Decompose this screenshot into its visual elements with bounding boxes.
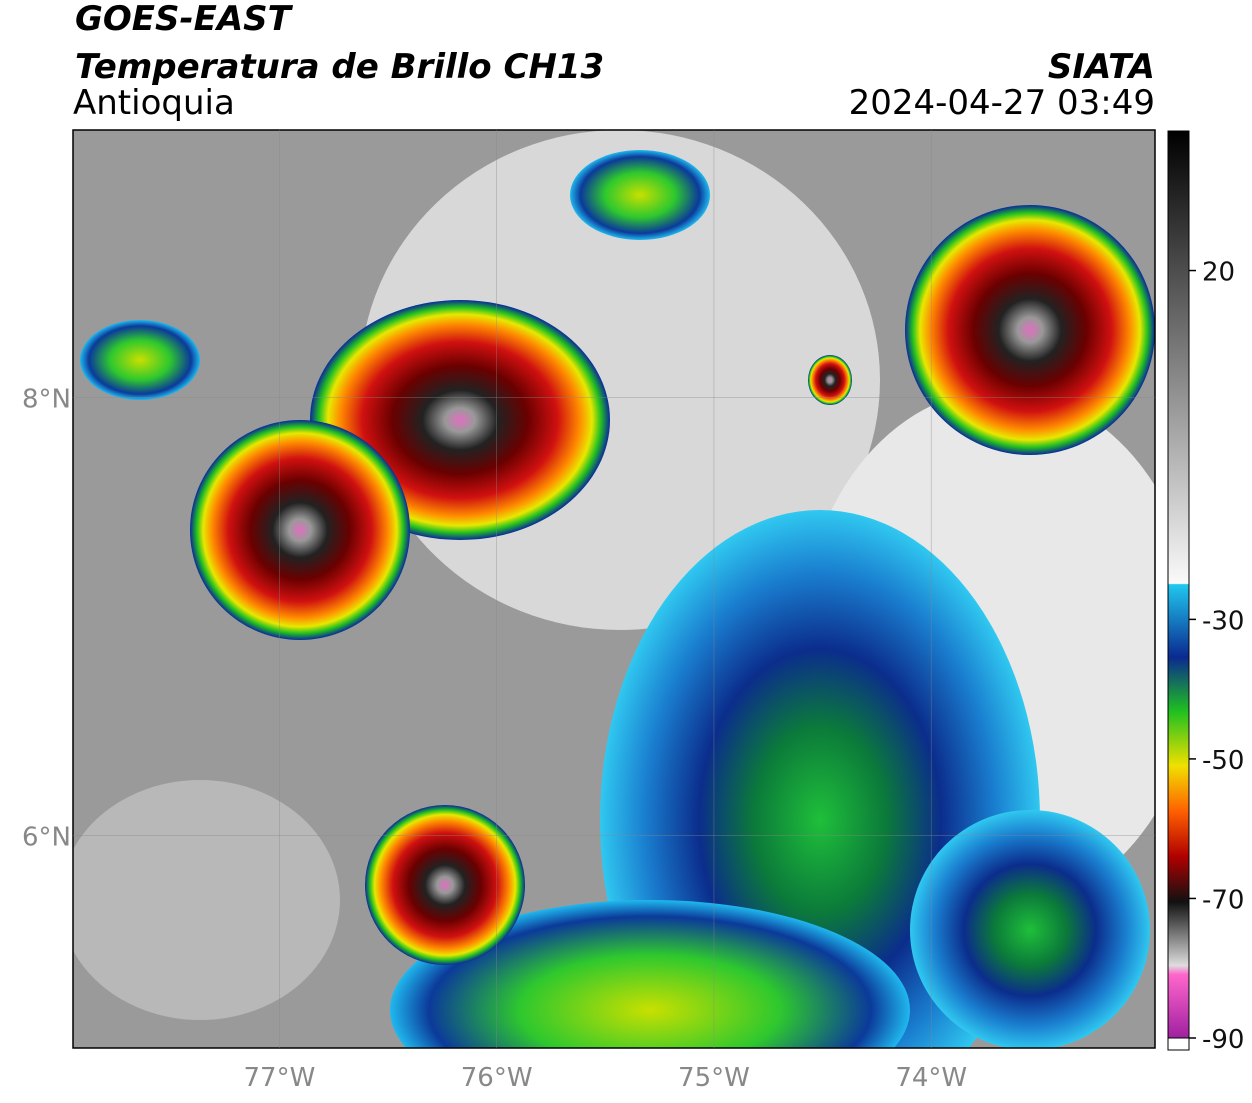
y-tick-label: 6°N xyxy=(22,822,71,852)
x-tick-label: 75°W xyxy=(678,1063,750,1093)
map-image xyxy=(73,130,1155,1048)
region: Antioquia xyxy=(73,83,235,123)
x-tick-label: 76°W xyxy=(461,1063,533,1093)
colorbar-label: -70 xyxy=(1202,885,1244,915)
colorbar-label: -90 xyxy=(1202,1025,1244,1055)
colorbar-label: -30 xyxy=(1202,606,1244,636)
colorbar-label: -50 xyxy=(1202,746,1244,776)
x-tick-label: 74°W xyxy=(895,1063,967,1093)
product: Temperatura de Brillo CH13 xyxy=(75,47,604,87)
x-tick-label: 77°W xyxy=(244,1063,316,1093)
agency: SIATA xyxy=(1048,47,1155,87)
map-frame xyxy=(72,129,1156,1049)
satellite: GOES-EAST xyxy=(75,0,294,39)
colorbar xyxy=(1167,130,1190,1039)
colorbar-label: 20 xyxy=(1202,258,1235,288)
y-tick-label: 8°N xyxy=(22,384,71,414)
datetime: 2024-04-27 03:49 xyxy=(849,83,1155,123)
colorbar-under xyxy=(1167,1037,1190,1051)
